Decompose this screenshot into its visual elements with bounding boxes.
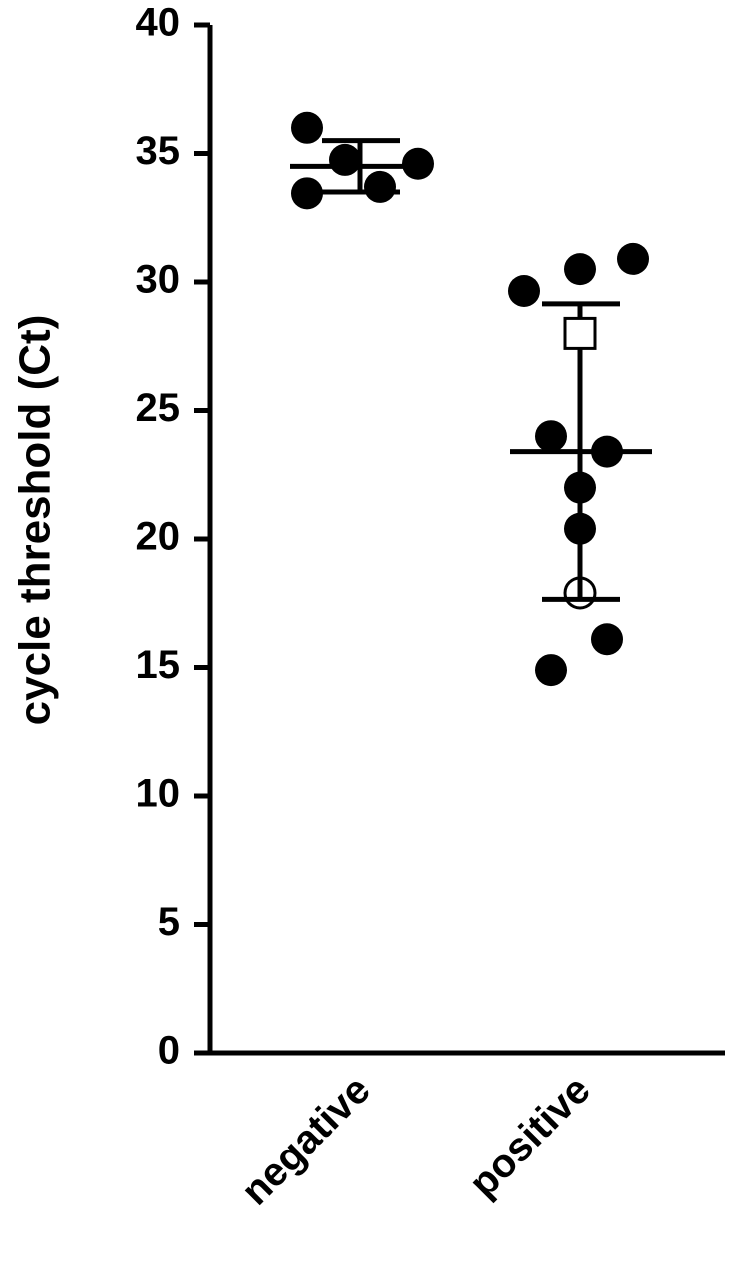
x-tick-label: positive: [461, 1068, 599, 1206]
point: [291, 111, 323, 144]
point: [535, 654, 567, 687]
point: [508, 274, 540, 307]
point: [535, 420, 567, 453]
y-tick-label: 0: [158, 1029, 180, 1073]
point: [591, 623, 623, 656]
point: [402, 147, 434, 180]
y-tick-label: 20: [136, 515, 181, 559]
point: [329, 143, 361, 176]
point: [563, 316, 597, 350]
y-tick-label: 35: [136, 129, 181, 173]
x-tick-label: negative: [233, 1068, 379, 1214]
point: [564, 253, 596, 286]
point: [563, 576, 597, 610]
y-tick-label: 10: [136, 772, 181, 816]
point: [617, 242, 649, 275]
y-tick-label: 40: [136, 1, 181, 45]
point: [591, 435, 623, 468]
y-tick-label: 15: [136, 643, 181, 687]
point: [364, 170, 396, 203]
y-axis-label: cycle threshold (Ct): [11, 315, 60, 726]
y-tick-label: 25: [136, 386, 181, 430]
point: [564, 512, 596, 545]
point: [291, 177, 323, 210]
point: [564, 471, 596, 504]
y-tick-label: 5: [158, 900, 180, 944]
y-tick-label: 30: [136, 258, 181, 302]
